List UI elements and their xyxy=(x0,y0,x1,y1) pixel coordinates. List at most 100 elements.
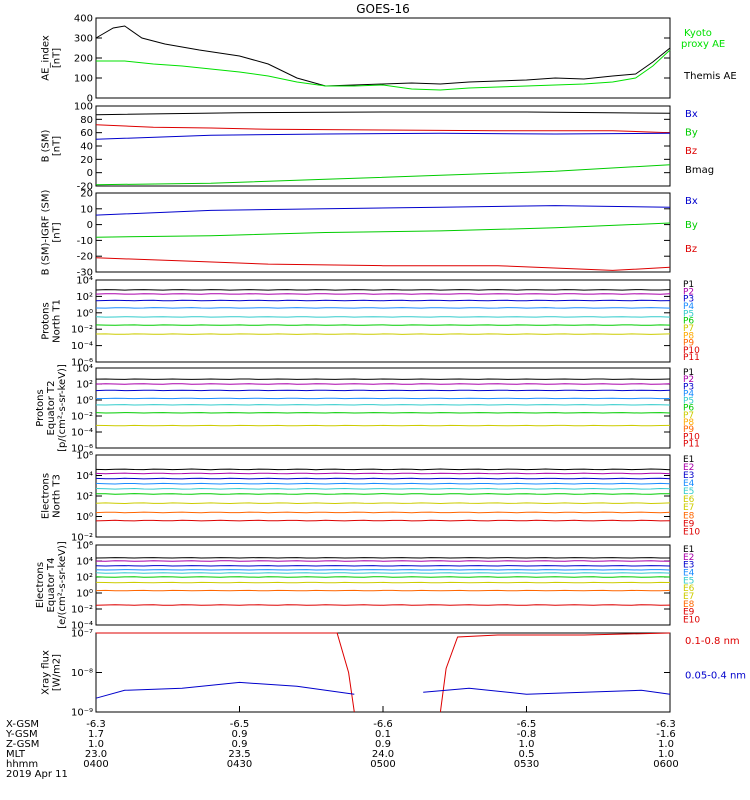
legend-item-p6: P6 xyxy=(683,404,694,414)
y-tick-label: 0 xyxy=(87,168,93,179)
legend-item-p5: P5 xyxy=(683,309,694,319)
y-tick-label: 10⁻⁷ xyxy=(71,629,93,640)
x-row-value: 1.0 xyxy=(658,739,674,750)
legend-item-p8: P8 xyxy=(683,331,694,341)
legend-item-p3: P3 xyxy=(683,295,694,305)
y-tick-label: 0 xyxy=(87,220,93,231)
y-tick-label: 400 xyxy=(74,14,93,25)
x-row-value: 0.9 xyxy=(375,739,391,750)
legend-item-e7: E7 xyxy=(683,592,694,602)
y-tick-label: 10⁻⁴ xyxy=(71,341,93,352)
series-line-kyoto-proxy-ae xyxy=(96,49,671,91)
x-row-value: 23.5 xyxy=(228,749,250,760)
y-tick-label: 300 xyxy=(74,34,93,45)
x-row-value: -6.6 xyxy=(373,719,393,730)
legend-item-proxy-ae: proxy AE xyxy=(681,39,725,50)
legend-item-p2: P2 xyxy=(683,375,694,385)
y-axis-label: North T3 xyxy=(52,474,63,518)
legend-item-p5: P5 xyxy=(683,397,694,407)
legend-item-p9: P9 xyxy=(683,339,694,349)
y-axis-label: Protons xyxy=(41,302,52,339)
y-tick-label: 10⁻⁴ xyxy=(71,428,93,439)
legend-item-e1: E1 xyxy=(683,455,694,465)
x-row-value: 1.0 xyxy=(519,739,535,750)
legend-item-p4: P4 xyxy=(683,302,694,312)
x-row-value: 0530 xyxy=(514,759,539,770)
legend-item-kyoto: Kyoto xyxy=(684,28,712,39)
x-row-value: 0430 xyxy=(227,759,252,770)
legend-item-bx: Bx xyxy=(685,109,698,120)
legend-item-bmag: Bmag xyxy=(685,165,714,176)
y-tick-label: 10⁶ xyxy=(76,541,93,552)
series-line-bmag xyxy=(95,111,671,116)
chart-title: GOES-16 xyxy=(356,2,410,16)
y-tick-label: 100 xyxy=(74,74,93,85)
legend-item-e6: E6 xyxy=(683,584,695,594)
legend-item-p1: P1 xyxy=(683,280,694,290)
y-axis-label: [nT] xyxy=(52,222,63,242)
y-tick-label: 10⁴ xyxy=(76,557,93,568)
legend-item-e2: E2 xyxy=(683,553,694,563)
series-line-e7 xyxy=(95,502,671,505)
y-axis-label: Electrons xyxy=(41,473,52,519)
series-line-bx xyxy=(95,205,671,216)
x-row-value: 0.5 xyxy=(519,749,535,760)
x-row-value: 0.1 xyxy=(375,729,391,740)
y-tick-label: 10 xyxy=(80,204,93,215)
panel-frame-7 xyxy=(95,544,671,626)
y-tick-label: 10⁴ xyxy=(76,364,93,375)
y-tick-label: 10⁻² xyxy=(71,412,93,423)
y-axis-label: [nT] xyxy=(52,136,63,156)
legend-item-e9: E9 xyxy=(683,608,695,618)
legend-item-e4: E4 xyxy=(683,569,695,579)
y-tick-label: 10⁰ xyxy=(76,396,93,407)
legend-item-e10: E10 xyxy=(683,616,700,626)
series-line-e3 xyxy=(95,477,671,480)
series-line-bz xyxy=(95,257,671,271)
legend-item-0-05-0-4-nm: 0.05-0.4 nm xyxy=(685,670,746,681)
y-tick-label: 200 xyxy=(74,54,93,65)
y-tick-label: 10⁴ xyxy=(76,471,93,482)
series-line-by xyxy=(95,164,671,186)
series-line-0-1-0-8-nm xyxy=(439,632,671,713)
y-axis-label: AE_index xyxy=(41,35,52,81)
y-axis-label: B (SM)-IGRF (SM) xyxy=(41,190,52,276)
y-tick-label: 10⁰ xyxy=(76,589,93,600)
y-tick-label: -20 xyxy=(77,182,93,193)
x-row-value: 0400 xyxy=(83,759,108,770)
x-row-value: -1.6 xyxy=(656,729,676,740)
y-tick-label: 10⁻⁸ xyxy=(71,668,93,679)
legend-item-themis-ae: Themis AE xyxy=(683,71,737,82)
x-row-value: -6.3 xyxy=(656,719,676,730)
panel-frame-3 xyxy=(95,192,671,273)
panel-frame-5 xyxy=(95,367,671,449)
y-tick-label: 10² xyxy=(76,492,93,503)
y-tick-label: 10² xyxy=(76,292,93,303)
y-axis-label: [p/(cm²-s-sr-keV)] xyxy=(57,364,68,452)
legend-item-p10: P10 xyxy=(683,432,700,442)
x-row-value: -6.5 xyxy=(517,719,537,730)
y-tick-label: 10⁻⁴ xyxy=(71,621,93,632)
x-row-value: 0500 xyxy=(370,759,395,770)
y-axis-label: B (SM) xyxy=(41,129,52,162)
series-line-p4 xyxy=(95,307,671,309)
legend-item-p9: P9 xyxy=(683,425,694,435)
legend-item-e3: E3 xyxy=(683,561,694,571)
x-row-value: 1.0 xyxy=(658,749,674,760)
legend-item-p1: P1 xyxy=(683,368,694,378)
x-row-label-hhmm: hhmm xyxy=(6,759,38,770)
x-row-value: 1.0 xyxy=(88,739,104,750)
series-line-e5 xyxy=(95,487,671,490)
series-line-0-05-0-4-nm xyxy=(423,687,671,695)
y-tick-label: 10⁻² xyxy=(71,533,93,544)
legend-item-bx: Bx xyxy=(685,196,698,207)
y-axis-label: Electrons xyxy=(35,562,46,608)
x-row-value: 0600 xyxy=(653,759,678,770)
legend-item-e8: E8 xyxy=(683,511,695,521)
legend-item-p10: P10 xyxy=(683,346,700,356)
y-tick-label: 10⁰ xyxy=(76,512,93,523)
x-row-label-mlt: MLT xyxy=(6,749,26,760)
series-line-by xyxy=(95,222,671,238)
y-axis-label: Equator T4 xyxy=(46,558,57,613)
